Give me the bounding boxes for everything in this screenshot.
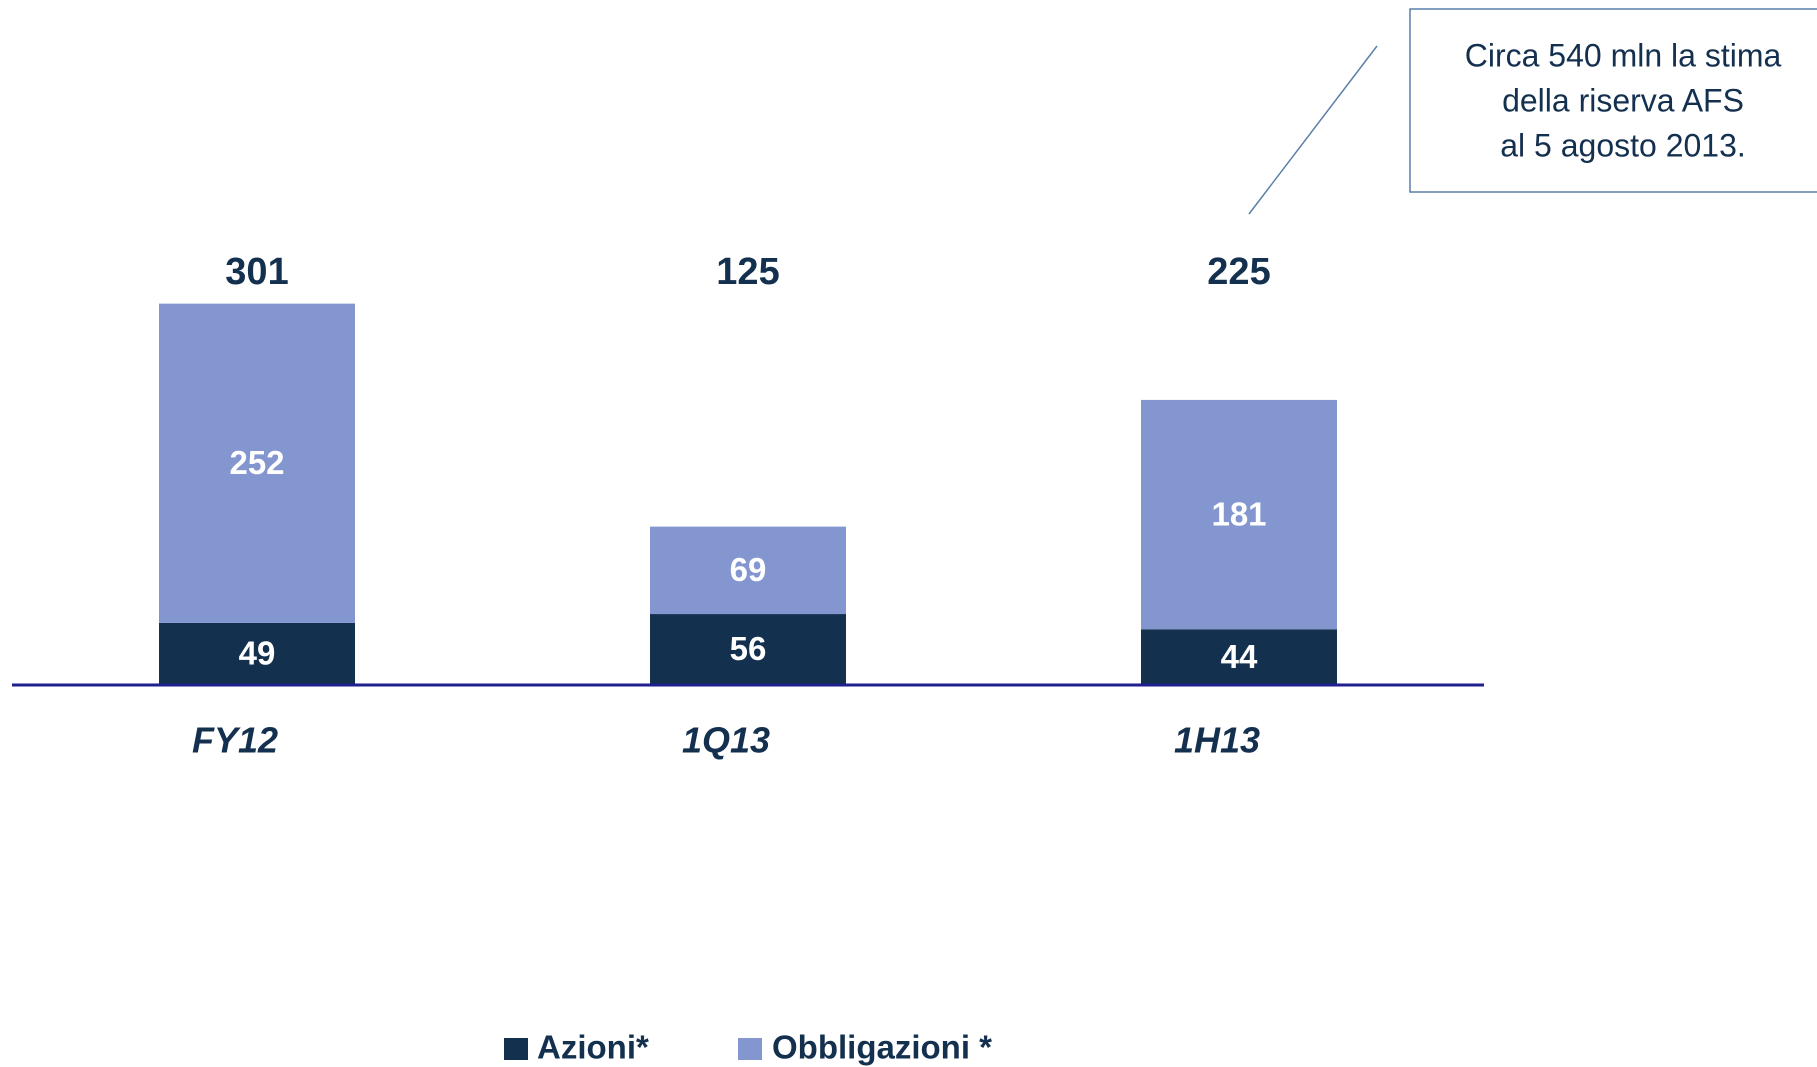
annotation-text: al 5 agosto 2013. bbox=[1500, 127, 1746, 163]
bar-segment bbox=[159, 622, 355, 685]
bar-segment bbox=[650, 614, 846, 685]
bar-segment bbox=[650, 526, 846, 615]
annotation-text: Circa 540 mln la stima bbox=[1465, 37, 1782, 73]
legend-swatch bbox=[738, 1038, 762, 1060]
bar-segment bbox=[1141, 629, 1337, 685]
legend-label: Azioni* bbox=[537, 1029, 649, 1066]
data-label: 181 bbox=[1211, 495, 1266, 532]
x-tick-label: FY12 bbox=[192, 720, 278, 761]
total-label: 225 bbox=[1207, 251, 1270, 293]
annotation-text: della riserva AFS bbox=[1502, 82, 1744, 118]
data-label: 252 bbox=[229, 444, 284, 481]
x-tick-label: 1Q13 bbox=[682, 720, 770, 761]
data-label: 44 bbox=[1221, 638, 1258, 675]
legend-label: Obbligazioni * bbox=[772, 1029, 992, 1066]
bar-segment bbox=[159, 303, 355, 623]
data-label: 69 bbox=[730, 551, 767, 588]
data-label: 49 bbox=[239, 635, 276, 672]
bar-segment bbox=[1141, 399, 1337, 630]
total-label: 301 bbox=[225, 251, 288, 293]
legend-swatch bbox=[504, 1038, 528, 1060]
x-tick-label: 1H13 bbox=[1174, 720, 1260, 761]
total-label: 125 bbox=[716, 251, 779, 293]
annotation-box bbox=[1409, 8, 1817, 193]
data-label: 56 bbox=[730, 630, 767, 667]
annotation-leader bbox=[1248, 45, 1378, 215]
